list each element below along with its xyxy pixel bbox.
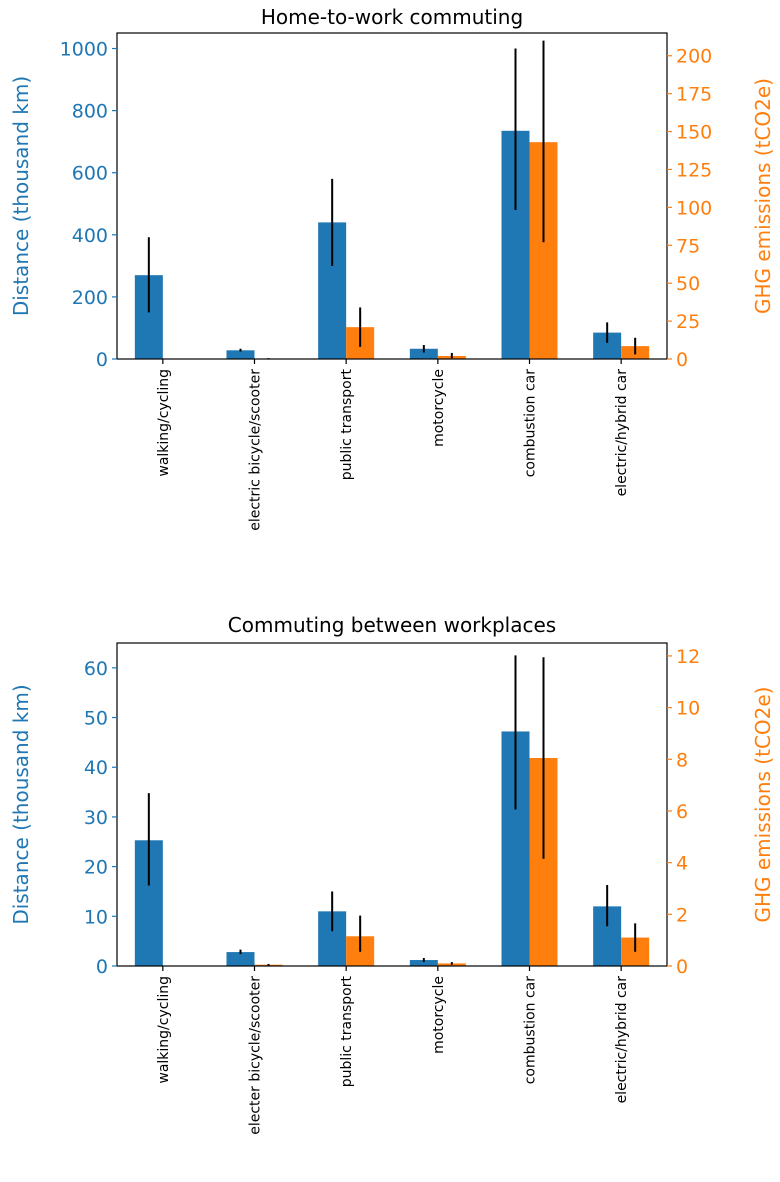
- y-axis-label-right: GHG emissions (tCO2e): [751, 78, 775, 314]
- x-tick-label: combustion car: [523, 976, 539, 1084]
- right-tick-label: 25: [676, 311, 700, 333]
- chart-title: Commuting between workplaces: [228, 613, 556, 637]
- left-tick-label: 0: [96, 349, 108, 371]
- right-tick-label: 0: [676, 349, 688, 371]
- right-tick-label: 50: [676, 273, 700, 295]
- right-tick-label: 10: [676, 698, 700, 720]
- right-tick-label: 200: [676, 46, 712, 68]
- right-tick-label: 2: [676, 904, 688, 926]
- plot-frame: [116, 642, 668, 967]
- chart-title: Home-to-work commuting: [261, 5, 523, 29]
- x-tick-label: electric/hybrid car: [614, 976, 630, 1104]
- distance-bar: [409, 348, 438, 359]
- left-tick-label: 30: [84, 807, 108, 829]
- right-tick-label: 100: [676, 197, 712, 219]
- left-tick-label: 600: [72, 163, 108, 185]
- right-tick-label: 150: [676, 122, 712, 144]
- x-tick-label: motorcycle: [431, 976, 447, 1054]
- x-tick-label: public transport: [339, 975, 355, 1087]
- x-tick-label: motorcycle: [431, 369, 447, 447]
- left-tick-label: 800: [72, 101, 108, 123]
- distance-bar: [409, 960, 438, 966]
- right-tick-label: 6: [676, 801, 688, 823]
- y-axis-label-right: GHG emissions (tCO2e): [751, 686, 775, 922]
- left-tick-label: 20: [84, 857, 108, 879]
- left-tick-label: 50: [84, 708, 108, 730]
- left-tick-label: 60: [84, 658, 108, 680]
- right-tick-label: 175: [676, 84, 712, 106]
- left-tick-label: 200: [72, 287, 108, 309]
- left-tick-label: 1000: [60, 39, 108, 61]
- x-tick-label: public transport: [339, 368, 355, 480]
- x-tick-label: combustion car: [523, 369, 539, 477]
- right-tick-label: 125: [676, 159, 712, 181]
- left-tick-label: 10: [84, 906, 108, 928]
- y-axis-label: Distance (thousand km): [9, 76, 33, 316]
- left-tick-label: 0: [96, 956, 108, 978]
- plot-frame: [116, 32, 668, 360]
- right-tick-label: 0: [676, 956, 688, 978]
- x-tick-label: electer bicycle/scooter: [248, 976, 264, 1135]
- x-tick-label: electric/hybrid car: [614, 369, 630, 497]
- left-tick-label: 40: [84, 757, 108, 779]
- left-tick-label: 400: [72, 225, 108, 247]
- right-tick-label: 12: [676, 646, 700, 668]
- distance-bar: [226, 350, 255, 359]
- right-tick-label: 75: [676, 235, 700, 257]
- x-tick-label: walking/cycling: [156, 369, 172, 477]
- x-tick-label: walking/cycling: [156, 976, 172, 1084]
- right-tick-label: 8: [676, 749, 688, 771]
- right-tick-label: 4: [676, 853, 688, 875]
- distance-bar: [226, 952, 255, 966]
- x-tick-label: electric bicycle/scooter: [248, 369, 264, 531]
- y-axis-label: Distance (thousand km): [9, 684, 33, 924]
